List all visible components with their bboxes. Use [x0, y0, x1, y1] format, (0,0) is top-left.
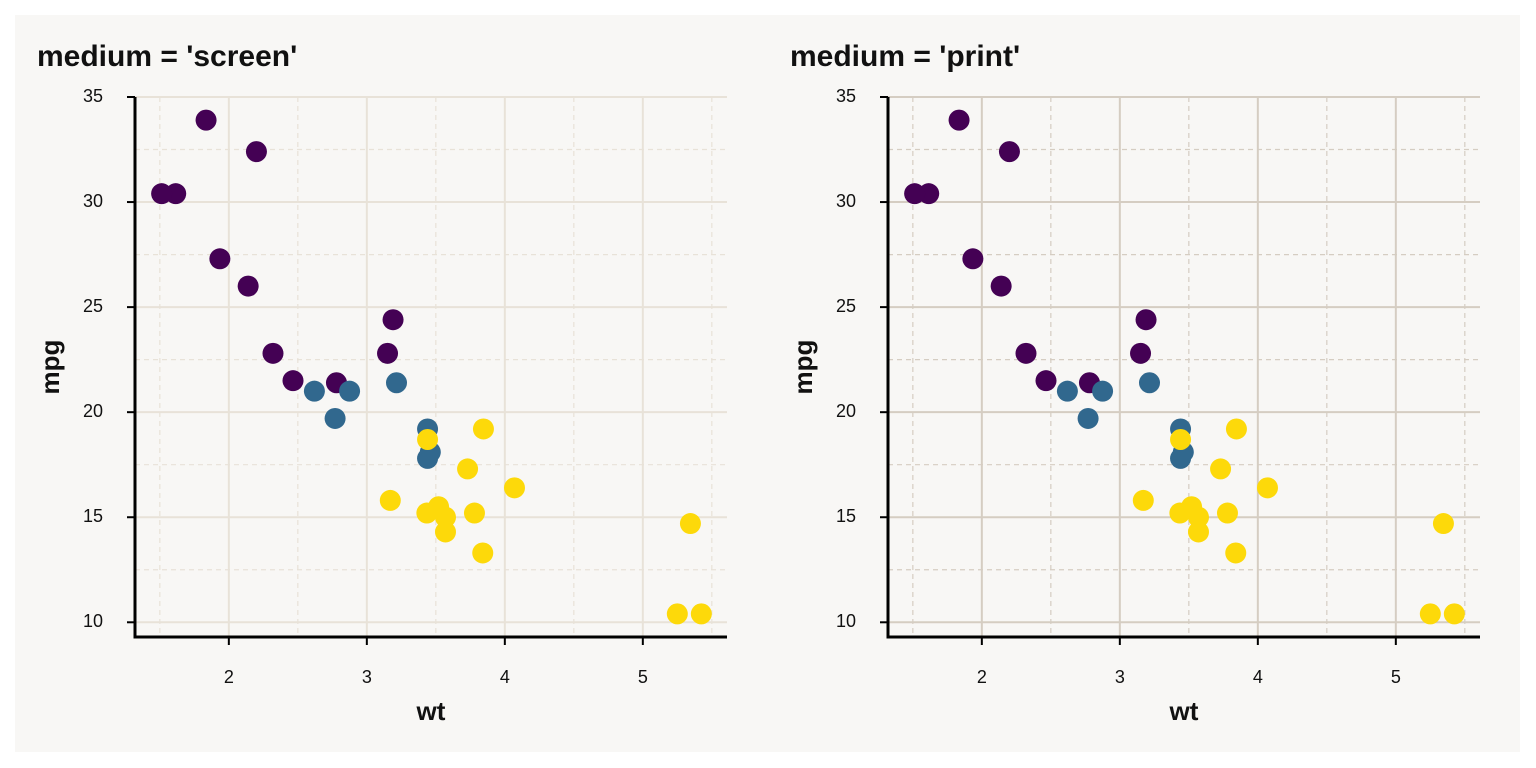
point [472, 418, 494, 440]
point [1135, 309, 1157, 331]
figure-background [15, 15, 1520, 752]
y-tick-label: 30 [836, 191, 856, 211]
x-tick-label: 5 [1391, 667, 1401, 687]
point [245, 141, 267, 163]
point [503, 477, 525, 499]
point [1169, 502, 1191, 524]
point [1432, 513, 1454, 535]
point [1139, 372, 1161, 394]
x-tick-label: 3 [362, 667, 372, 687]
x-tick-label: 4 [500, 667, 510, 687]
x-tick-label: 4 [1253, 667, 1263, 687]
point [434, 506, 456, 528]
x-axis-label: wt [416, 696, 446, 726]
y-tick-label: 35 [83, 86, 103, 106]
point [457, 458, 479, 480]
point [1216, 502, 1238, 524]
x-tick-label: 2 [977, 667, 987, 687]
point [303, 380, 325, 402]
point [209, 248, 231, 270]
point [379, 489, 401, 511]
point [417, 428, 439, 450]
y-axis-label: mpg [788, 340, 818, 395]
point [990, 275, 1012, 297]
point [195, 109, 217, 131]
point [339, 380, 361, 402]
point [904, 183, 926, 205]
point [416, 502, 438, 524]
x-tick-label: 5 [638, 667, 648, 687]
point [998, 141, 1020, 163]
point [962, 248, 984, 270]
point [417, 447, 439, 469]
x-axis-label: wt [1169, 696, 1199, 726]
y-tick-label: 10 [83, 611, 103, 631]
point [262, 342, 284, 364]
point [463, 502, 485, 524]
y-tick-label: 20 [83, 401, 103, 421]
y-tick-label: 15 [836, 506, 856, 526]
point [324, 407, 346, 429]
point [1077, 407, 1099, 429]
point [1015, 342, 1037, 364]
point [382, 309, 404, 331]
chart-title: medium = 'screen' [37, 40, 297, 73]
point [1210, 458, 1232, 480]
y-tick-label: 35 [836, 86, 856, 106]
y-tick-label: 10 [836, 611, 856, 631]
point [1035, 370, 1057, 392]
y-tick-label: 25 [836, 296, 856, 316]
point [1132, 489, 1154, 511]
y-tick-label: 25 [83, 296, 103, 316]
point [1170, 447, 1192, 469]
y-tick-label: 15 [83, 506, 103, 526]
point [690, 603, 712, 625]
point [1187, 506, 1209, 528]
point [1170, 428, 1192, 450]
point [679, 513, 701, 535]
point [151, 183, 173, 205]
x-tick-label: 3 [1115, 667, 1125, 687]
point [434, 521, 456, 543]
point [1225, 542, 1247, 564]
x-tick-label: 2 [224, 667, 234, 687]
y-axis-label: mpg [35, 340, 65, 395]
point [1256, 477, 1278, 499]
point [1056, 380, 1078, 402]
point [1130, 342, 1152, 364]
point [948, 109, 970, 131]
point [377, 342, 399, 364]
point [1187, 521, 1209, 543]
point [1419, 603, 1441, 625]
point [1225, 418, 1247, 440]
point [1443, 603, 1465, 625]
y-tick-label: 30 [83, 191, 103, 211]
point [282, 370, 304, 392]
point [666, 603, 688, 625]
point [1092, 380, 1114, 402]
point [472, 542, 494, 564]
point [386, 372, 408, 394]
point [237, 275, 259, 297]
y-tick-label: 20 [836, 401, 856, 421]
chart-title: medium = 'print' [790, 40, 1020, 73]
